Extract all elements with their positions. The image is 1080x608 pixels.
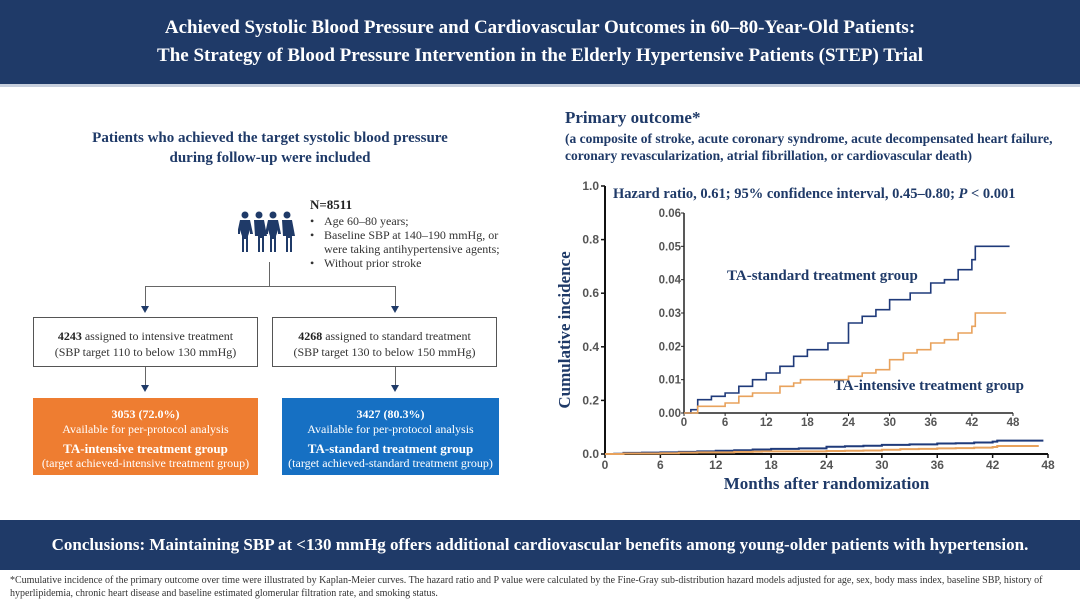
x-tick-label: 48 [1041, 458, 1055, 472]
inset-y-tick-label: 0.05 [659, 241, 682, 253]
hazard-ratio-annotation: Hazard ratio, 0.61; 95% confidence inter… [613, 186, 1016, 202]
x-tick-label: 24 [820, 458, 834, 472]
inset-y-tick-label: 0.03 [659, 308, 681, 320]
criteria-item: Age 60–80 years; [310, 214, 524, 228]
footnote: *Cumulative incidence of the primary out… [10, 575, 1043, 599]
x-tick-label: 12 [709, 458, 723, 472]
main-axes: 0.0 0.2 0.4 0.6 0.8 1.0 0 6 12 18 24 30 36 42 48 [582, 179, 1055, 472]
inset-x-tick-label: 0 [681, 417, 687, 429]
intensive-available-label: Available for per-protocol analysis [62, 422, 229, 436]
y-tick-label: 0.6 [582, 286, 599, 300]
header-divider [0, 84, 1080, 87]
arrow-down-icon [391, 385, 399, 392]
connector-line [395, 286, 396, 306]
inset-label-standard: TA-standard treatment group [727, 268, 918, 284]
inset-x-tick-label: 18 [801, 417, 814, 429]
standard-target: (SBP target 130 to below 150 mmHg) [293, 345, 476, 359]
y-tick-label: 0.4 [582, 340, 599, 354]
title-line-2: The Strategy of Blood Pressure Intervent… [157, 45, 923, 66]
arrow-down-icon [391, 306, 399, 313]
intensive-group-box: 3053 (72.0%) Available for per-protocol … [33, 398, 258, 475]
intensive-group-name: TA-intensive treatment group [63, 441, 228, 456]
inset-lines [684, 245, 1010, 414]
inset-x-tick-label: 48 [1007, 417, 1020, 429]
flow-title: Patients who achieved the target systoli… [0, 128, 540, 168]
intensive-count: 4243 [57, 329, 82, 343]
intensive-assignment-box: 4243 assigned to intensive treatment (SB… [33, 317, 258, 367]
x-tick-label: 18 [764, 458, 778, 472]
inset-label-intensive: TA-intensive treatment group [834, 378, 1024, 394]
header-banner: Achieved Systolic Blood Pressure and Car… [0, 0, 1080, 84]
x-tick-label: 30 [875, 458, 889, 472]
inset-y-tick-label: 0.06 [659, 208, 681, 220]
standard-group-box: 3427 (80.3%) Available for per-protocol … [282, 398, 499, 475]
inset-x-tick-label: 30 [883, 417, 896, 429]
outcome-title: Primary outcome* [565, 108, 701, 127]
inset-axes: 0.00 0.01 0.02 0.03 0.04 0.05 0.06 0 6 12 18 24 30 36… [659, 208, 1020, 429]
flow-title-line-2: during follow-up were included [169, 150, 371, 166]
x-tick-label: 0 [602, 458, 609, 472]
y-axis-label-text: Cumulative incidence [555, 251, 574, 409]
standard-assigned-label: assigned to standard treatment [322, 329, 471, 343]
inset-curve-intensive [684, 312, 1007, 414]
intensive-assigned-label: assigned to intensive treatment [81, 329, 234, 343]
standard-assignment-box: 4268 assigned to standard treatment (SBP… [272, 317, 497, 367]
connector-line [269, 262, 270, 286]
inset-x-tick-label: 12 [760, 417, 773, 429]
x-axis-label: Months after randomization [723, 474, 930, 493]
x-tick-label: 42 [986, 458, 1000, 472]
x-tick-label: 36 [931, 458, 945, 472]
outcome-subtitle: (a composite of stroke, acute coronary s… [565, 131, 1053, 163]
y-tick-label: 0.0 [582, 447, 599, 461]
y-tick-label: 1.0 [582, 179, 599, 193]
inset-y-tick-label: 0.01 [659, 375, 682, 387]
inset-x-tick-label: 24 [842, 417, 855, 429]
standard-group-name: TA-standard treatment group [307, 441, 474, 456]
inclusion-criteria: N=8511 Age 60–80 years; Baseline SBP at … [310, 197, 524, 271]
connector-line [145, 286, 146, 306]
criteria-item: Baseline SBP at 140–190 mmHg, or were ta… [310, 228, 524, 256]
inset-y-tick-label: 0.02 [659, 341, 681, 353]
standard-count: 4268 [298, 329, 323, 343]
main-curve-standard [605, 439, 1044, 455]
intensive-group-desc: (target achieved-intensive treatment gro… [41, 456, 250, 470]
connector-line [145, 367, 146, 387]
total-n: N=8511 [310, 197, 353, 212]
main-curve-intensive [605, 444, 1039, 455]
y-tick-label: 0.2 [582, 393, 599, 407]
main-lines [605, 439, 1044, 455]
standard-available-label: Available for per-protocol analysis [307, 422, 474, 436]
standard-group-desc: (target achieved-standard treatment grou… [288, 456, 493, 470]
arrow-down-icon [141, 385, 149, 392]
connector-line [395, 367, 396, 387]
intensive-available-count: 3053 (72.0%) [111, 407, 180, 421]
inset-x-tick-label: 36 [924, 417, 937, 429]
inset-y-tick-label: 0.04 [659, 275, 682, 287]
criteria-item: Without prior stroke [310, 256, 524, 270]
intensive-target: (SBP target 110 to below 130 mmHg) [54, 345, 237, 359]
criteria-list: Age 60–80 years; Baseline SBP at 140–190… [310, 214, 524, 270]
y-tick-label: 0.8 [582, 233, 599, 247]
inset-x-tick-label: 42 [965, 417, 978, 429]
conclusion-banner: Conclusions: Maintaining SBP at <130 mmH… [0, 520, 1080, 570]
standard-available-count: 3427 (80.3%) [356, 407, 425, 421]
arrow-down-icon [141, 306, 149, 313]
connector-line [145, 286, 396, 287]
flow-title-line-1: Patients who achieved the target systoli… [92, 130, 448, 146]
x-tick-label: 6 [657, 458, 664, 472]
group-of-people-icon [237, 210, 298, 259]
inset-x-tick-label: 6 [722, 417, 728, 429]
inset-y-tick-label: 0.00 [659, 408, 681, 420]
title-line-1: Achieved Systolic Blood Pressure and Car… [164, 17, 916, 38]
inset-curve-standard [684, 245, 1010, 414]
